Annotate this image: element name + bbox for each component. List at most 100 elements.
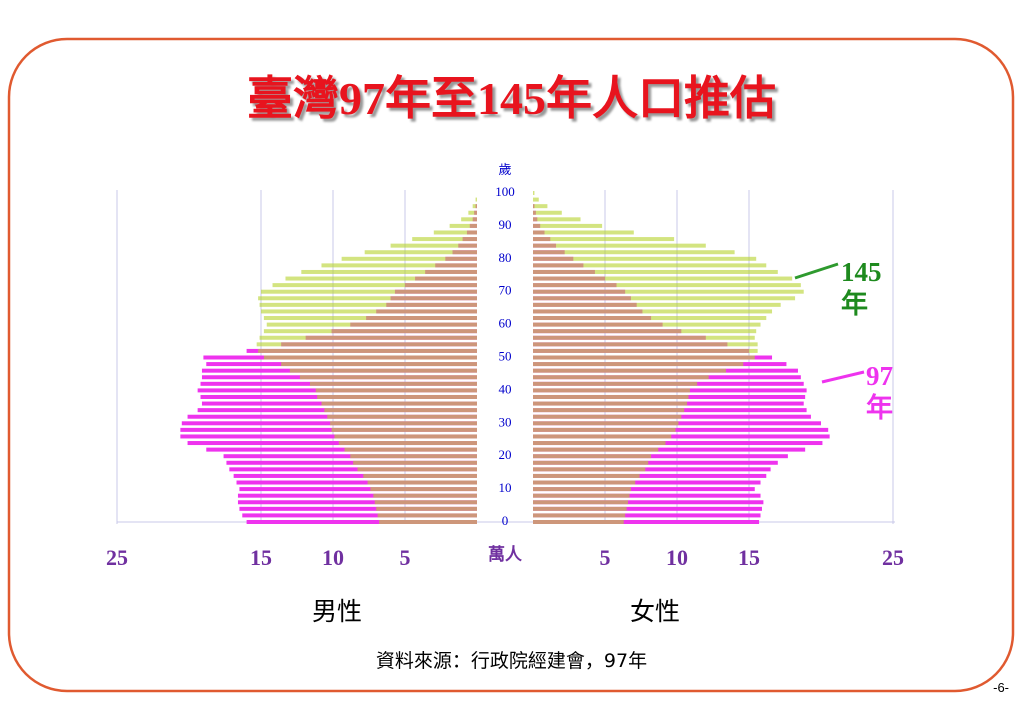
female-bar	[533, 421, 679, 426]
male-bar	[461, 217, 477, 222]
male-bar	[285, 276, 477, 281]
male-bar	[377, 513, 477, 518]
female-bar	[533, 250, 735, 255]
male-bar	[357, 467, 477, 472]
male-bar	[350, 454, 477, 459]
female-bar	[533, 520, 760, 524]
female-bar	[533, 210, 562, 215]
male-bar	[181, 421, 478, 426]
slide-border	[7, 37, 1015, 693]
female-bar	[533, 487, 755, 492]
male-bar	[379, 520, 477, 524]
female-bar	[533, 223, 603, 228]
female-bar	[533, 454, 652, 459]
female-bar	[533, 335, 755, 340]
female-bar	[533, 467, 771, 472]
male-bar	[338, 441, 477, 446]
source-note: 資料來源：行政院經建會，97年	[375, 650, 648, 672]
female-bar	[533, 487, 631, 492]
x-tick-label: 25	[106, 545, 128, 570]
female-bar	[533, 217, 581, 222]
female-bar	[533, 342, 758, 347]
female-bar	[533, 256, 757, 261]
female-bar	[533, 493, 761, 498]
female-bar	[533, 513, 761, 518]
female-bar	[533, 322, 761, 327]
unit-label: 萬人	[488, 544, 523, 564]
female-bar	[533, 355, 755, 360]
male-bar	[299, 375, 477, 380]
male-bar	[376, 506, 477, 511]
female-bar	[533, 381, 698, 386]
male-bar	[263, 355, 477, 360]
female-bar	[533, 441, 666, 446]
male-bar	[187, 441, 477, 446]
female-bar	[533, 500, 629, 505]
y-tick-label: 0	[502, 513, 509, 528]
female-bar	[533, 394, 689, 399]
y-tick-label: 90	[499, 217, 512, 232]
male-bar	[367, 480, 477, 485]
male-bar	[261, 309, 477, 314]
male-bar	[412, 237, 477, 242]
male-bar	[390, 243, 477, 248]
male-bar	[309, 381, 477, 386]
male-bar	[259, 302, 477, 307]
female-bar	[533, 276, 793, 281]
male-bar	[259, 335, 477, 340]
male-bar	[374, 500, 477, 505]
female-bar	[533, 375, 709, 380]
male-bar	[237, 493, 477, 498]
male-bar	[468, 210, 477, 215]
female-bar	[533, 368, 726, 373]
male-bar	[301, 269, 477, 274]
x-tick-label: 15	[738, 545, 760, 570]
y-tick-label: 60	[499, 316, 512, 331]
female-bar	[533, 289, 804, 294]
male-bar	[258, 348, 477, 353]
x-tick-label: 15	[250, 545, 272, 570]
title: 臺灣97年至145年人口推估	[247, 73, 776, 124]
male-bar	[331, 427, 477, 432]
age-axis-label: 歲	[498, 162, 511, 177]
male-bar	[363, 473, 477, 478]
male-bar	[324, 408, 477, 413]
female-bar	[533, 473, 767, 478]
y-tick-label: 30	[499, 414, 512, 429]
female-bar	[533, 427, 829, 432]
y-tick-label: 40	[499, 381, 512, 396]
y-tick-label: 10	[499, 480, 512, 495]
male-bar	[449, 223, 477, 228]
male-bar	[239, 506, 477, 511]
female-bar	[533, 362, 744, 367]
female-bar	[533, 506, 627, 511]
male-bar	[353, 460, 477, 465]
male-bar	[239, 487, 477, 492]
legend-label: 145年	[841, 257, 882, 319]
male-bar	[180, 427, 478, 432]
female-bar	[533, 316, 767, 321]
female-bar	[533, 309, 773, 314]
female-bar	[533, 204, 548, 209]
male-bar	[334, 434, 477, 439]
male-bar	[272, 283, 477, 288]
page-number: -6-	[993, 680, 1009, 695]
female-bar	[533, 269, 778, 274]
female-bar	[533, 500, 764, 505]
female-bar	[533, 434, 672, 439]
male-bar	[229, 467, 477, 472]
male-label: 男性	[312, 597, 363, 626]
male-bar	[433, 230, 477, 235]
female-bar	[533, 388, 690, 393]
female-bar	[533, 283, 801, 288]
female-bar	[533, 520, 624, 524]
female-bar	[533, 243, 706, 248]
legend-leader	[794, 262, 839, 280]
female-bar	[533, 480, 636, 485]
male-bar	[327, 414, 477, 419]
male-bar	[373, 493, 477, 498]
female-bar	[533, 473, 640, 478]
y-tick-label: 50	[499, 348, 512, 363]
male-bar	[364, 250, 477, 255]
